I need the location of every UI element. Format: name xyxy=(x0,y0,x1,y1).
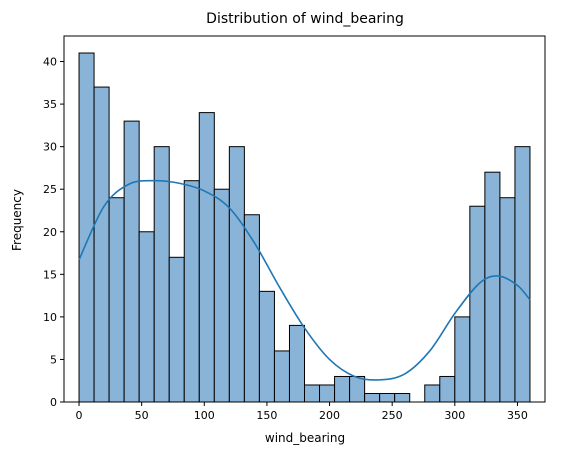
y-tick-label: 30 xyxy=(43,141,57,154)
axes xyxy=(63,35,546,403)
x-axis-label: wind_bearing xyxy=(265,431,345,445)
y-tick-label: 15 xyxy=(43,268,57,281)
histogram-bar-29 xyxy=(514,146,531,403)
chart-title: Distribution of wind_bearing xyxy=(206,11,404,27)
y-tick-label: 10 xyxy=(43,311,57,324)
x-tick-label: 50 xyxy=(135,409,149,422)
histogram-bar-20 xyxy=(379,392,396,403)
x-tick-label: 150 xyxy=(256,409,277,422)
histogram-bar-0 xyxy=(78,52,95,403)
histogram-bar-13 xyxy=(273,350,290,403)
histogram-bar-5 xyxy=(153,146,170,403)
histogram-bar-1 xyxy=(93,86,110,403)
histogram-bar-3 xyxy=(123,120,140,403)
histogram-bar-4 xyxy=(138,231,155,403)
x-tick-label: 300 xyxy=(444,409,465,422)
y-tick-label: 5 xyxy=(50,353,57,366)
y-axis-ticks: 0 5 10 15 20 25 30 35 40 xyxy=(43,56,64,409)
histogram-bar-11 xyxy=(243,214,260,403)
x-tick-label: 0 xyxy=(76,409,83,422)
kde-curve xyxy=(78,179,531,381)
histogram-bar-14 xyxy=(288,324,305,403)
y-axis-label: Frequency xyxy=(10,189,24,251)
histogram-bar-19 xyxy=(364,392,381,403)
x-tick-label: 200 xyxy=(319,409,340,422)
y-tick-label: 25 xyxy=(43,183,57,196)
x-tick-label: 350 xyxy=(507,409,528,422)
histogram-bar-21 xyxy=(394,392,411,403)
plot-frame xyxy=(63,35,546,403)
histogram-bar-18 xyxy=(349,375,366,403)
histogram-bar-16 xyxy=(319,384,336,403)
histogram-bar-10 xyxy=(228,146,245,403)
histogram-bar-26 xyxy=(469,205,486,403)
histogram-bar-25 xyxy=(454,316,471,403)
x-tick-label: 100 xyxy=(194,409,215,422)
histogram-bars xyxy=(78,52,531,403)
histogram-bar-9 xyxy=(213,188,230,403)
histogram-bar-7 xyxy=(183,180,200,403)
y-tick-label: 0 xyxy=(50,396,57,409)
histogram-bar-17 xyxy=(334,375,351,403)
y-tick-label: 35 xyxy=(43,98,57,111)
histogram-bar-12 xyxy=(258,290,275,403)
histogram-bar-6 xyxy=(168,256,185,403)
y-tick-label: 40 xyxy=(43,56,57,69)
histogram-bar-8 xyxy=(198,112,215,403)
histogram-bar-27 xyxy=(484,171,501,403)
histogram-bar-15 xyxy=(304,384,321,403)
x-axis-ticks: 0 50 100 150 200 250 300 350 xyxy=(76,402,528,422)
histogram-bar-28 xyxy=(499,197,516,403)
histogram-bar-23 xyxy=(424,384,441,403)
histogram-bar-2 xyxy=(108,197,125,403)
histogram-bar-24 xyxy=(439,375,456,403)
x-tick-label: 250 xyxy=(382,409,403,422)
y-tick-label: 20 xyxy=(43,226,57,239)
